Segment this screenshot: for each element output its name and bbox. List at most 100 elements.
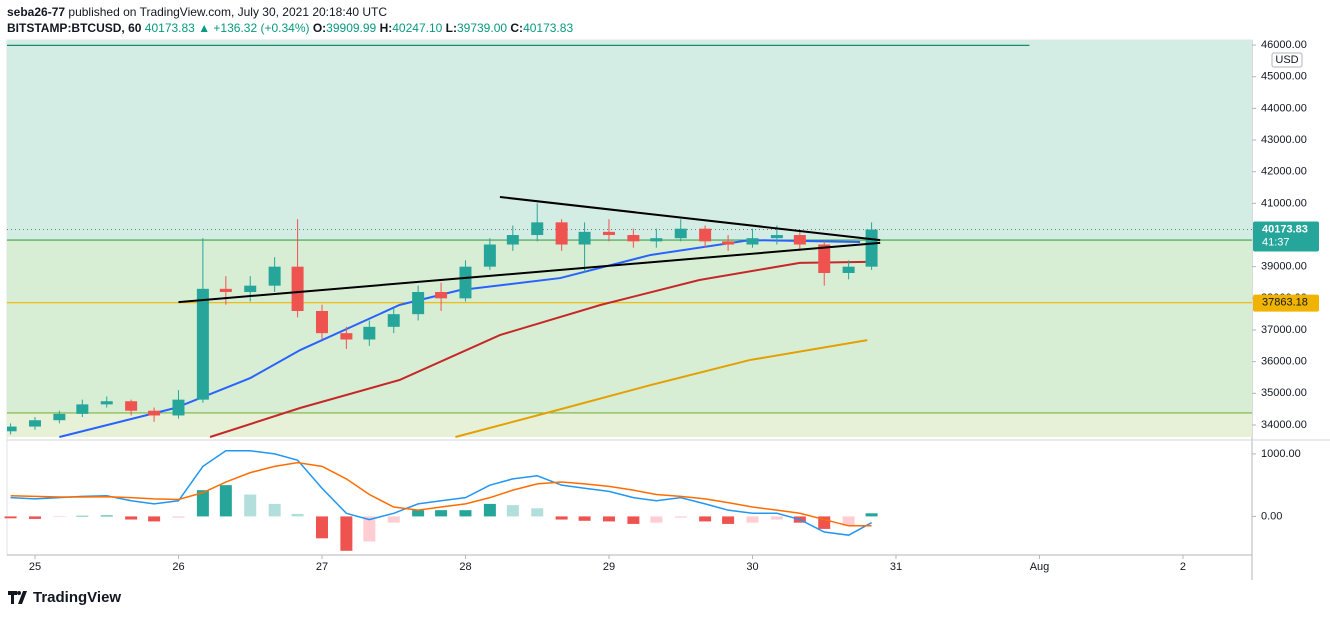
x-tick-label: 2 xyxy=(1180,561,1186,573)
y-tick-label: 46000.00 xyxy=(1261,39,1307,51)
candle-body xyxy=(555,222,568,245)
candle-body xyxy=(818,244,831,274)
histogram-bar xyxy=(28,516,41,519)
candle-body xyxy=(483,244,496,267)
price-box xyxy=(1253,221,1319,252)
histogram-bar xyxy=(531,508,544,517)
histogram-bar xyxy=(412,510,425,517)
histogram-bar xyxy=(865,513,878,517)
candle-body xyxy=(531,222,544,236)
histogram-bar xyxy=(555,516,568,520)
histogram-bar xyxy=(291,513,304,517)
candle-body xyxy=(291,266,304,311)
candle-body xyxy=(363,326,376,340)
histogram-bar xyxy=(244,494,257,517)
histogram-bar xyxy=(100,515,113,517)
candle-body xyxy=(315,310,328,334)
y-tick-label: 35000.00 xyxy=(1261,387,1307,399)
brand: TradingView xyxy=(33,589,121,606)
ohlc-label: L: xyxy=(445,21,457,35)
candle-body xyxy=(842,266,855,274)
header: seba26-77 published on TradingView.com, … xyxy=(7,4,573,36)
trendline xyxy=(178,241,881,304)
zone-upper xyxy=(7,40,1252,241)
y-tick-label: 37000.00 xyxy=(1261,324,1307,336)
candle-body xyxy=(148,410,161,416)
x-tick-label: 28 xyxy=(459,561,471,573)
candle-body xyxy=(578,231,591,245)
y-tick-label: 34000.00 xyxy=(1261,419,1307,431)
candle-body xyxy=(722,241,735,245)
histogram-bar xyxy=(268,503,281,517)
histogram-bar xyxy=(650,516,663,523)
level-box xyxy=(1253,294,1319,312)
candle-body xyxy=(53,413,66,421)
histogram-bar xyxy=(363,516,376,542)
candle-body xyxy=(412,292,425,315)
y-tick-label: 1000.00 xyxy=(1261,448,1301,460)
histogram-bar xyxy=(196,490,209,517)
histogram-bar xyxy=(578,516,591,521)
y-tick-label: 45000.00 xyxy=(1261,71,1307,83)
histogram-bar xyxy=(842,516,855,526)
candle-body xyxy=(746,238,759,245)
y-tick-label: 36000.00 xyxy=(1261,356,1307,368)
histogram-bar xyxy=(770,516,783,520)
histogram-bar xyxy=(674,516,687,518)
ohlc-label: O: xyxy=(312,21,327,35)
moving-average xyxy=(455,339,868,438)
candle-body xyxy=(627,235,640,242)
histogram-bar xyxy=(148,516,161,522)
candle-body xyxy=(244,285,257,293)
histogram-bar xyxy=(340,516,353,551)
ohlc-value: 39739.00 xyxy=(456,21,508,35)
published: published on TradingView.com, July 30, 2… xyxy=(68,5,388,19)
histogram-bar xyxy=(627,516,640,524)
symbol-line: BITSTAMP:BTCUSD, 60 40173.83 ▲ +136.32 (… xyxy=(7,20,573,36)
candle-body xyxy=(506,235,519,245)
y-tick-label: 42000.00 xyxy=(1261,166,1307,178)
candle-body xyxy=(28,420,41,427)
histogram-bar xyxy=(76,515,89,517)
candle-body xyxy=(172,399,185,416)
currency-box xyxy=(1271,52,1303,68)
candle-body xyxy=(219,288,232,293)
x-tick-label: 25 xyxy=(29,561,41,573)
symbol: BITSTAMP:BTCUSD, 60 xyxy=(7,21,142,35)
price: 40173.83 xyxy=(144,21,195,35)
histogram-bar xyxy=(435,510,448,517)
histogram-bar xyxy=(172,516,185,518)
user: seba26-77 xyxy=(7,5,66,19)
publish-line: seba26-77 published on TradingView.com, … xyxy=(7,4,573,20)
candle-body xyxy=(340,333,353,340)
x-tick-label: 30 xyxy=(746,561,758,573)
y-tick-label: 39000.00 xyxy=(1261,261,1307,273)
candle-body xyxy=(387,314,400,327)
ohlc-value: 40173.83 xyxy=(523,21,574,35)
candle-body xyxy=(793,235,806,245)
candle-body xyxy=(650,238,663,242)
histogram-bar xyxy=(506,505,519,517)
candle-body xyxy=(865,229,878,267)
histogram-bar xyxy=(722,516,735,524)
candle-body xyxy=(699,228,712,242)
change: ▲ +136.32 (+0.34%) xyxy=(198,21,310,35)
ohlc-label: H: xyxy=(379,21,393,35)
y-tick-label: 0.00 xyxy=(1261,510,1282,522)
y-tick-label: 43000.00 xyxy=(1261,134,1307,146)
ohlc: O:39909.99 H:40247.10 L:39739.00 C:40173… xyxy=(313,21,573,35)
histogram-bar xyxy=(219,485,232,517)
ohlc-value: 40247.10 xyxy=(392,21,443,35)
logo xyxy=(8,591,27,604)
x-tick-label: 29 xyxy=(603,561,615,573)
candle-body xyxy=(268,266,281,286)
histogram-bar xyxy=(459,510,472,517)
x-tick-label: 27 xyxy=(316,561,328,573)
histogram-bar xyxy=(4,516,17,519)
candle-body xyxy=(125,401,138,411)
trendline xyxy=(499,196,881,242)
moving-average xyxy=(59,239,861,438)
candle-body xyxy=(435,292,448,299)
